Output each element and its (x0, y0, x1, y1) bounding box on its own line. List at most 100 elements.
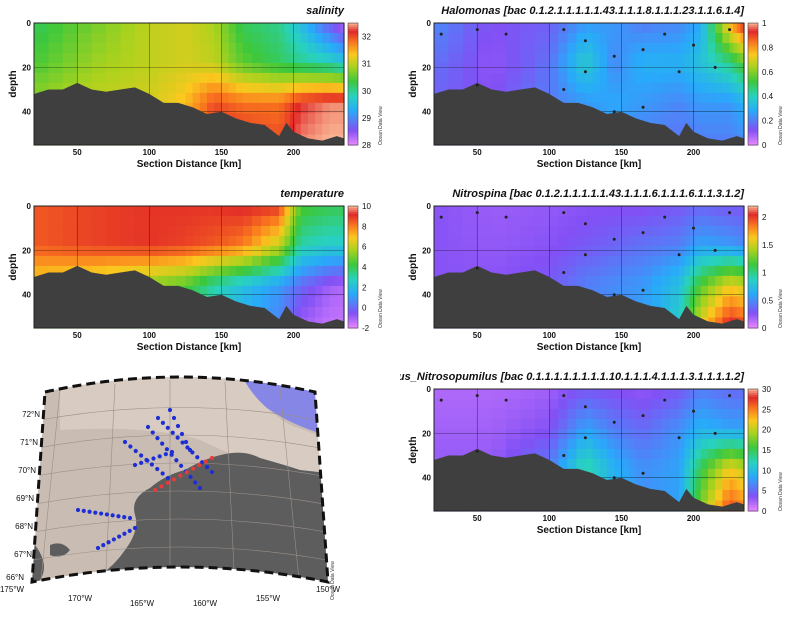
heatmap-cell (607, 82, 615, 94)
heatmap-cell (491, 398, 507, 410)
heatmap-cell (733, 72, 738, 84)
heatmap-cell (448, 82, 464, 94)
colorbar-tick-label: 0 (762, 324, 767, 333)
heatmap-cell (722, 42, 731, 54)
heatmap-cell (707, 23, 716, 34)
heatmap-cell (722, 489, 731, 502)
heatmap-cell (707, 52, 716, 64)
heatmap-cell (192, 275, 201, 287)
heatmap-cell (477, 235, 493, 247)
heatmap-cell (558, 275, 568, 287)
heatmap-cell (322, 206, 331, 217)
heatmap-cell (684, 235, 691, 247)
heatmap-cell (700, 215, 709, 227)
heatmap-cell (534, 62, 550, 74)
heatmap-cell (729, 468, 734, 480)
heatmap-cell (621, 458, 630, 470)
heatmap-cell (628, 275, 637, 287)
colorbar-step (748, 67, 758, 71)
heatmap-cell (567, 458, 577, 470)
station-point (641, 288, 645, 292)
heatmap-cell (695, 32, 702, 44)
heatmap-cell (700, 113, 709, 125)
heatmap-cell (340, 102, 345, 114)
colorbar-step (748, 57, 758, 61)
colorbar-step (748, 142, 758, 146)
heatmap-cell (614, 418, 623, 430)
heatmap-cell (228, 52, 237, 64)
map-station (187, 447, 193, 453)
heatmap-cell (333, 113, 338, 125)
heatmap-cell (106, 82, 122, 94)
heatmap-cell (722, 265, 731, 277)
heatmap-cell (336, 215, 341, 227)
heatmap-cell (549, 82, 559, 94)
heatmap-cell (322, 245, 331, 257)
y-tick-label: 0 (27, 202, 32, 211)
y-axis-label: depth (408, 70, 419, 97)
heatmap-cell (643, 23, 653, 34)
y-tick-label: 0 (427, 19, 432, 28)
heatmap-cell (270, 306, 280, 319)
heatmap-cell (614, 255, 623, 267)
heatmap-cell (506, 82, 522, 94)
heatmap-cell (491, 215, 507, 227)
heatmap-cell (333, 82, 338, 94)
heatmap-cell (520, 398, 536, 410)
colorbar-step (348, 313, 358, 317)
heatmap-cell (614, 285, 623, 297)
heatmap-cell (740, 52, 745, 64)
map-station (110, 513, 115, 518)
heatmap-cell (207, 62, 215, 74)
colorbar-step (348, 138, 358, 142)
heatmap-cell (300, 275, 309, 287)
heatmap-cell (221, 42, 230, 54)
heatmap-cell (477, 438, 493, 450)
heatmap-cell (434, 82, 450, 94)
heatmap-cell (679, 206, 686, 217)
heatmap-cell (221, 206, 230, 217)
heatmap-cell (448, 428, 464, 440)
station-point (562, 28, 566, 32)
heatmap-cell (599, 448, 608, 460)
heatmap-cell (48, 245, 64, 257)
heatmap-cell (729, 489, 734, 502)
heatmap-cell (722, 448, 731, 460)
heatmap-cell (643, 428, 653, 440)
heatmap-cell (462, 235, 478, 247)
heatmap-cell (434, 438, 450, 450)
heatmap-cell (607, 428, 615, 440)
colorbar-step (748, 110, 758, 114)
heatmap-cell (62, 215, 78, 227)
heatmap-cell (243, 255, 253, 267)
y-tick-label: 40 (22, 291, 31, 300)
heatmap-cell (733, 408, 738, 420)
map-station (200, 460, 205, 465)
heatmap-cell (635, 408, 644, 420)
heatmap-cell (192, 102, 201, 114)
heatmap-cell (134, 42, 150, 54)
heatmap-cell (614, 62, 623, 74)
heatmap-cell (295, 296, 302, 308)
heatmap-cell (333, 245, 338, 257)
colorbar-step (748, 269, 758, 272)
heatmap-cell (300, 225, 309, 237)
heatmap-cell (635, 479, 644, 491)
colorbar-step (748, 494, 758, 498)
colorbar-step (748, 452, 758, 455)
station-point (562, 271, 566, 275)
heatmap-cell (733, 206, 738, 217)
heatmap-cell (336, 255, 341, 267)
heatmap-cell (695, 296, 702, 308)
heatmap-cell (192, 82, 201, 94)
heatmap-cell (149, 32, 159, 44)
colorbar-tick-label: 8 (362, 222, 367, 231)
heatmap-cell (558, 235, 568, 247)
colorbar-step (748, 242, 758, 246)
heatmap-cell (679, 32, 686, 44)
heatmap-cell (679, 225, 686, 237)
heatmap-cell (607, 52, 615, 64)
colorbar-tick-label: 0.8 (762, 43, 774, 52)
sample-stations (439, 28, 732, 114)
heatmap-cell (185, 255, 194, 267)
